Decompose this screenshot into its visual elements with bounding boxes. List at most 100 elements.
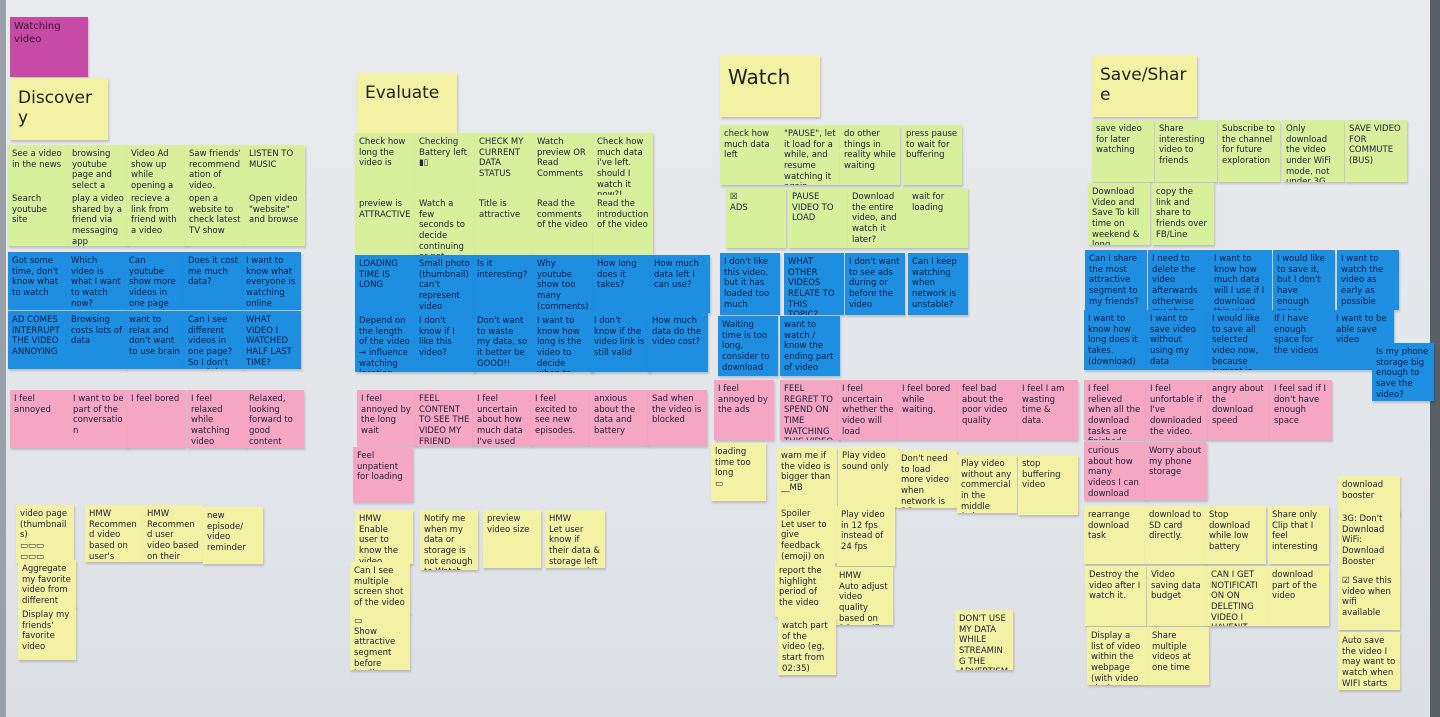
sticky-note-save-share-yellow: Share only Clip that I feel interesting bbox=[1268, 506, 1329, 564]
sticky-note-save-share-green: copy the link and share to friends over … bbox=[1152, 183, 1214, 245]
sticky-note-watch-yellow: HMW Auto adjust video quality based on 3… bbox=[835, 567, 893, 625]
sticky-note-discovery-green: recieve a link from friend with a video bbox=[127, 190, 187, 246]
sticky-note-evaluate-blue: Is it interesting? bbox=[473, 255, 533, 313]
section-title-evaluate: Evaluate bbox=[357, 73, 457, 133]
sticky-note-watch-green: wait for loading bbox=[908, 188, 968, 248]
sticky-note-watch-pink: feel bad about the poor video quality bbox=[958, 380, 1018, 440]
sticky-note-save-share-blue: Is my phone storage big enough to save t… bbox=[1372, 343, 1434, 401]
sticky-note-watch-green: press pause to wait for buffering bbox=[902, 125, 962, 185]
sticky-note-watch-pink: I feel annoyed by the ads bbox=[714, 380, 774, 440]
sticky-note-evaluate-green: Check how much data i've left. should I … bbox=[593, 133, 653, 195]
sticky-note-discovery-pink: I feel annoyed bbox=[10, 390, 69, 448]
sticky-note-discovery-pink: I want to be part of the conversation bbox=[69, 390, 128, 448]
sticky-note-save-share-blue: If I have enough space for the videos bbox=[1270, 310, 1332, 370]
board-label-note: Watching video bbox=[10, 17, 88, 77]
sticky-note-discovery-blue: Got some time, don't know what to watch bbox=[8, 252, 67, 310]
section-title-discovery: Discovery bbox=[10, 78, 108, 140]
sticky-note-discovery-yellow: HMW Recommend video based on user's inte… bbox=[85, 505, 143, 562]
sticky-note-save-share-yellow: download booster bbox=[1338, 476, 1400, 516]
sticky-note-save-share-pink: angry about the download speed bbox=[1208, 380, 1270, 440]
sticky-note-watch-pink: FEEL REGRET TO SPEND ON TIME WATCHING TH… bbox=[780, 380, 840, 440]
sticky-note-save-share-pink: Worry about my phone storage bbox=[1145, 442, 1207, 500]
sticky-note-discovery-yellow: Aggregate my favorite video from differe… bbox=[18, 560, 76, 608]
sticky-note-discovery-green: play a video shared by a friend via mess… bbox=[68, 190, 128, 246]
board-edge bbox=[0, 0, 6, 717]
sticky-note-watch-yellow: watch part of the video (eg, start from … bbox=[778, 617, 836, 675]
sticky-note-watch-yellow: report the highlight period of the video bbox=[775, 562, 835, 617]
sticky-note-watch-blue: WHAT OTHER VIDEOS RELATE TO THIS TOPIC? bbox=[784, 253, 844, 315]
sticky-note-watch-pink: I feel bored while waiting. bbox=[898, 380, 958, 440]
sticky-note-evaluate-yellow: preview video size bbox=[483, 510, 541, 568]
sticky-note-discovery-pink: Relaxed, looking forward to good content bbox=[245, 390, 304, 448]
sticky-note-evaluate-green: Read the comments of the video bbox=[533, 195, 593, 255]
sticky-note-evaluate-yellow: HMW Let user know if their data & storag… bbox=[545, 510, 605, 568]
sticky-note-save-share-yellow: Share multiple videos at one time bbox=[1148, 627, 1209, 685]
sticky-note-watch-green: ☒ ADS bbox=[726, 188, 786, 248]
sticky-note-watch-blue: I don't want to see ads during or before… bbox=[845, 253, 905, 315]
sticky-note-watch-yellow: Don't need to load more video when netwo… bbox=[897, 450, 957, 508]
sticky-note-save-share-yellow: Display a list of video within the webpa… bbox=[1087, 627, 1148, 685]
sticky-note-save-share-yellow: Video saving data budget bbox=[1147, 566, 1208, 626]
sticky-note-save-share-blue: Can I share the most attractive segment … bbox=[1085, 250, 1147, 310]
sticky-note-evaluate-blue: I want to know how long is the video to … bbox=[533, 312, 593, 372]
sticky-note-save-share-yellow: Destroy the video after I watch it. bbox=[1085, 566, 1146, 626]
sticky-note-discovery-yellow: new episode/ video reminder bbox=[203, 507, 263, 564]
sticky-note-save-share-blue: I want to know how long does it takes. (… bbox=[1084, 310, 1146, 370]
sticky-note-save-share-pink: I feel relieved when all the download ta… bbox=[1084, 380, 1146, 440]
sticky-note-evaluate-yellow: Can I see multiple screen shot of the vi… bbox=[350, 562, 410, 614]
sticky-note-discovery-blue: I want to know what everyone is watching… bbox=[242, 252, 301, 310]
sticky-note-watch-yellow: Play video in 12 fps instead of 24 fps bbox=[837, 506, 895, 566]
sticky-note-evaluate-blue: Why youtube show too many (comments) vid… bbox=[533, 255, 593, 313]
sticky-note-watch-blue: want to watch / know the ending part of … bbox=[780, 316, 840, 376]
sticky-note-discovery-green: Saw friends' recommendation of video. bbox=[185, 145, 245, 191]
sticky-note-evaluate-green: Title is attractive bbox=[475, 195, 535, 255]
sticky-note-discovery-yellow: Display my friends' favorite video bbox=[18, 606, 76, 660]
sticky-note-watch-yellow: Play video sound only bbox=[838, 447, 898, 507]
sticky-note-discovery-green: browsing youtube page and select a video bbox=[68, 145, 128, 191]
sticky-note-discovery-yellow: video page (thumbnails) ▭▭▭ ▭▭▭ bbox=[16, 505, 74, 563]
sticky-note-save-share-pink: I feel sad if I don't have enough space bbox=[1270, 380, 1332, 440]
sticky-note-discovery-green: Search youtube site bbox=[8, 190, 68, 246]
sticky-note-save-share-yellow: Auto save the video I may want to watch … bbox=[1338, 632, 1400, 690]
sticky-note-discovery-green: Open video "website" and browse bbox=[245, 190, 305, 246]
sticky-note-discovery-blue: Can I see different videos in one page? … bbox=[184, 311, 243, 369]
sticky-note-discovery-blue: Can youtube show more videos in one page… bbox=[125, 252, 184, 310]
sticky-note-evaluate-blue: Depend on the length of the video → infl… bbox=[355, 312, 415, 372]
sticky-note-evaluate-blue: Small photo (thumbnail) can't represent … bbox=[415, 255, 475, 313]
sticky-note-discovery-pink: I feel bored bbox=[127, 390, 186, 448]
sticky-note-evaluate-yellow: ▭ Show attractive segment before loading bbox=[350, 612, 410, 670]
sticky-note-evaluate-yellow: Notify me when my data or storage is not… bbox=[420, 510, 478, 570]
sticky-note-save-share-green: Download Video and Save To kill time on … bbox=[1088, 183, 1150, 245]
sticky-note-save-share-yellow: CAN I GET NOTIFICATION ON DELETING VIDEO… bbox=[1207, 566, 1268, 626]
sticky-note-save-share-green: Share interesting video to friends bbox=[1155, 120, 1217, 182]
sticky-note-watch-green: Download the entire video, and watch it … bbox=[848, 188, 908, 248]
sticky-note-evaluate-pink: Feel unpatient for loading bbox=[353, 447, 413, 502]
sticky-note-discovery-blue: WHAT VIDEO I WATCHED HALF LAST TIME? bbox=[242, 311, 301, 369]
sticky-note-evaluate-green: Read the introduction of the video bbox=[593, 195, 653, 255]
sticky-note-discovery-blue: Which video is what I want to watch now? bbox=[67, 252, 126, 310]
sticky-note-evaluate-green: CHECK MY CURRENT DATA STATUS bbox=[475, 133, 535, 195]
sticky-note-evaluate-green: preview is ATTRACTIVE bbox=[355, 195, 415, 255]
sticky-note-evaluate-green: Check how long the video is bbox=[355, 133, 415, 195]
sticky-note-evaluate-pink: Sad when the video is blocked bbox=[648, 390, 707, 446]
sticky-note-evaluate-green: Checking Battery left ▮▯ bbox=[415, 133, 475, 195]
sticky-note-save-share-green: SAVE VIDEO FOR COMMUTE (BUS) bbox=[1345, 120, 1407, 182]
sticky-note-save-share-yellow: 3G: Don't Download WiFi: Download Booste… bbox=[1338, 510, 1400, 572]
sticky-note-evaluate-blue: How much data left I can use? bbox=[650, 255, 710, 313]
sticky-note-save-share-green: save video for later watching bbox=[1092, 120, 1154, 182]
sticky-note-evaluate-pink: anxious about the data and battery bbox=[590, 390, 649, 446]
sticky-note-evaluate-blue: I don't know if the video link is still … bbox=[590, 312, 650, 372]
sticky-note-discovery-green: open a website to check latest TV show bbox=[185, 190, 245, 246]
sticky-note-discovery-green: Video Ad show up while opening a website bbox=[127, 145, 187, 191]
sticky-note-evaluate-pink: FEEL CONTENT TO SEE THE VIDEO MY FRIEND … bbox=[415, 390, 474, 446]
sticky-note-watch-yellow: Spoiler Let user to give feedback (emoji… bbox=[777, 505, 837, 563]
sticky-note-discovery-blue: want to relax and don't want to use brai… bbox=[125, 311, 184, 369]
sticky-note-discovery-yellow: HMW Recommend user video based on their … bbox=[143, 505, 203, 562]
sticky-note-evaluate-pink: I feel annoyed by the long wait bbox=[357, 390, 416, 446]
sticky-note-save-share-blue: I would like to save it, but I don't hav… bbox=[1273, 250, 1335, 310]
sticky-note-save-share-yellow: download to SD card directly. bbox=[1145, 506, 1206, 564]
sticky-note-discovery-green: LISTEN TO MUSIC bbox=[245, 145, 305, 191]
sticky-note-save-share-blue: I need to delete the video afterwards ot… bbox=[1148, 250, 1210, 310]
sticky-note-watch-yellow: loading time too long ▭ bbox=[711, 443, 766, 501]
